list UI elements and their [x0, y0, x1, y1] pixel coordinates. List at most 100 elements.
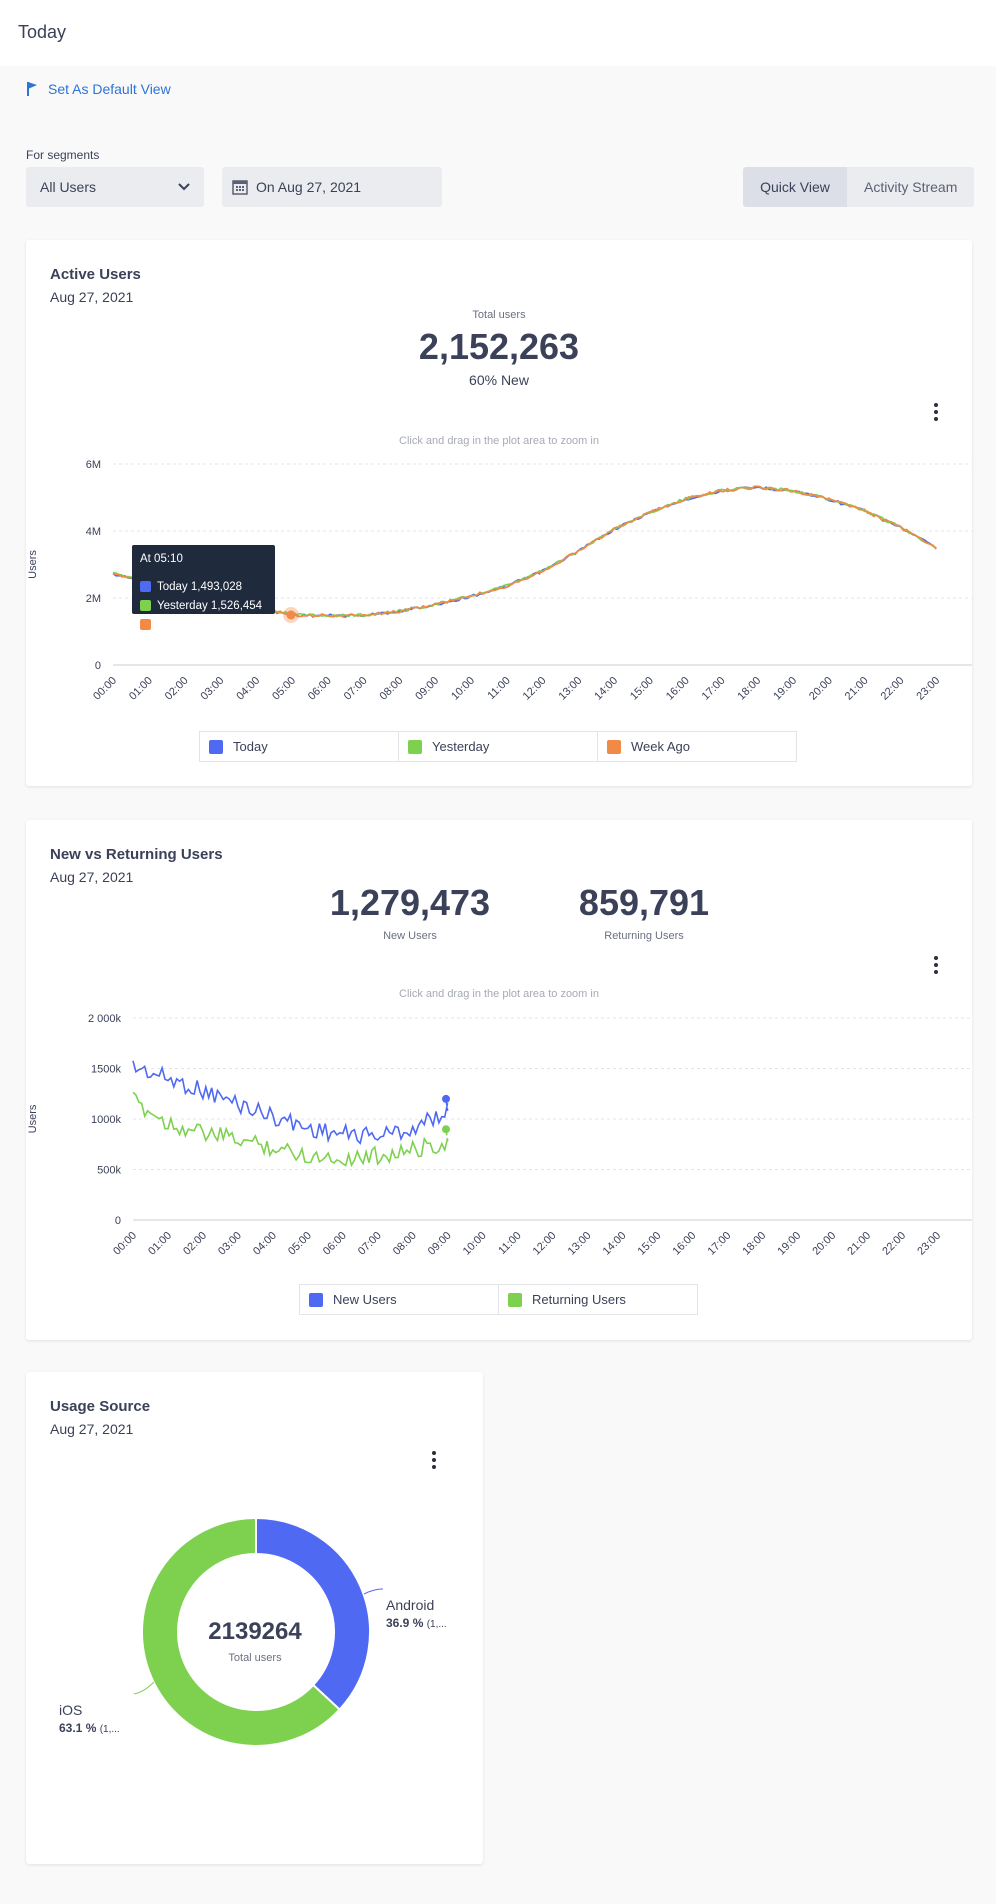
tooltip-week-ago: Week Ago 1,502,313	[157, 618, 264, 631]
zoom-hint: Click and drag in the plot area to zoom …	[399, 435, 599, 447]
y-tick-label: 500k	[97, 1165, 121, 1177]
android-label: Android	[386, 1597, 435, 1613]
usage-source-donut[interactable]	[26, 1512, 483, 1752]
y-axis-label: Users	[27, 1104, 39, 1133]
android-value: 36.9 % (1,...	[386, 1616, 447, 1630]
series-projection	[445, 1098, 449, 1112]
x-tick-label: 00:00	[111, 1230, 139, 1258]
series-end-point	[442, 1094, 450, 1103]
date-picker[interactable]: On Aug 27, 2021	[222, 167, 442, 207]
x-tick-label: 10:00	[461, 1230, 489, 1258]
tooltip-row-yesterday: Yesterday 1,526,454	[140, 596, 267, 615]
x-tick-label: 17:00	[700, 675, 728, 703]
x-tick-label: 18:00	[740, 1230, 768, 1258]
x-tick-label: 05:00	[270, 675, 298, 703]
segment-select[interactable]: All Users	[26, 167, 204, 207]
legend-today[interactable]: Today	[199, 731, 399, 762]
x-tick-label: 21:00	[843, 675, 871, 703]
android-connector	[363, 1588, 384, 1595]
ios-value: 63.1 % (1,...	[59, 1721, 120, 1735]
date-value: On Aug 27, 2021	[256, 179, 362, 195]
x-tick-label: 13:00	[566, 1230, 594, 1258]
x-tick-label: 15:00	[636, 1230, 664, 1258]
quick-view-button[interactable]: Quick View	[743, 167, 847, 207]
card-date: Aug 27, 2021	[50, 289, 134, 305]
x-tick-label: 02:00	[163, 675, 191, 703]
x-tick-label: 04:00	[234, 675, 262, 703]
calendar-icon	[232, 180, 248, 195]
card-title: Active Users	[50, 266, 141, 283]
x-tick-label: 07:00	[356, 1230, 384, 1258]
ios-label: iOS	[59, 1702, 83, 1718]
card-date: Aug 27, 2021	[50, 869, 134, 885]
x-tick-label: 22:00	[880, 1230, 908, 1258]
donut-slice-android	[255, 1516, 371, 1711]
y-tick-label: 0	[95, 660, 101, 672]
new-percent: 60% New	[469, 372, 529, 388]
tooltip-title: At 05:10	[140, 553, 183, 565]
x-tick-label: 11:00	[485, 675, 512, 702]
series-end-point	[442, 1125, 450, 1134]
legend-new-users[interactable]: New Users	[299, 1284, 499, 1315]
donut-total-label: Total users	[228, 1652, 282, 1664]
x-tick-label: 22:00	[879, 675, 907, 703]
legend-week-ago-label: Week Ago	[631, 739, 691, 754]
legend-today-label: Today	[233, 739, 268, 754]
x-tick-label: 06:00	[321, 1230, 349, 1258]
legend-yesterday[interactable]: Yesterday	[398, 731, 598, 762]
card-title: Usage Source	[50, 1398, 151, 1415]
x-tick-label: 21:00	[845, 1230, 873, 1258]
returning-users-label: Returning Users	[604, 930, 684, 942]
x-tick-label: 08:00	[391, 1230, 419, 1258]
x-tick-label: 14:00	[601, 1230, 629, 1258]
tooltip-row-today: Today 1,493,028	[140, 577, 267, 596]
more-options-icon[interactable]	[424, 1448, 444, 1472]
returning-users-value: 859,791	[578, 882, 710, 923]
legend-returning-users[interactable]: Returning Users	[498, 1284, 698, 1315]
x-tick-label: 15:00	[628, 675, 656, 703]
x-tick-label: 12:00	[521, 675, 549, 703]
activity-stream-button[interactable]: Activity Stream	[847, 167, 975, 207]
x-tick-label: 03:00	[199, 675, 227, 703]
android-pct: 36.9 %	[386, 1616, 424, 1630]
x-tick-label: 14:00	[592, 675, 620, 703]
legend-week-ago[interactable]: Week Ago	[597, 731, 797, 762]
tooltip-yesterday: Yesterday 1,526,454	[157, 599, 263, 612]
y-tick-label: 1000k	[91, 1114, 121, 1126]
x-tick-label: 12:00	[531, 1230, 559, 1258]
zoom-hint: Click and drag in the plot area to zoom …	[399, 988, 599, 1000]
set-default-view-link[interactable]: Set As Default View	[26, 81, 171, 97]
top-bar: Today	[0, 0, 996, 66]
y-tick-label: 4M	[86, 526, 101, 538]
new-vs-returning-card: New vs Returning Users Aug 27, 2021 1,27…	[26, 820, 972, 1340]
view-toggle: Quick View Activity Stream	[743, 167, 975, 207]
legend-new-users-label: New Users	[333, 1292, 397, 1307]
x-tick-label: 00:00	[91, 675, 119, 703]
active-users-chart[interactable]: 0 2M 4M 6M Users 00:00 01:00 02:00 03:00 04:00 05:…	[26, 440, 972, 710]
x-tick-label: 19:00	[775, 1230, 803, 1258]
y-axis-label: Users	[27, 550, 39, 579]
series-line-new-users	[132, 1060, 449, 1145]
total-users-label: Total users	[472, 309, 526, 321]
y-tick-label: 1500k	[91, 1064, 121, 1076]
legend-yesterday-label: Yesterday	[432, 739, 490, 754]
more-options-icon[interactable]	[926, 400, 946, 424]
set-default-view-label: Set As Default View	[48, 81, 171, 97]
x-tick-label: 23:00	[915, 1230, 943, 1258]
chevron-down-icon	[178, 183, 190, 191]
chart-tooltip: At 05:10 Today 1,493,028 Yesterday 1,526…	[132, 545, 275, 631]
x-tick-label: 01:00	[146, 1230, 174, 1258]
ios-extra: (1,...	[99, 1724, 120, 1735]
hover-marker	[286, 610, 296, 620]
new-vs-returning-chart[interactable]: 0 500k 1000k 1500k 2 000k Users 00:00 01:00 02:0…	[26, 1000, 972, 1260]
x-tick-label: 04:00	[251, 1230, 279, 1258]
more-options-icon[interactable]	[926, 953, 946, 977]
series-line-returning-users	[132, 1091, 449, 1168]
x-tick-label: 03:00	[216, 1230, 244, 1258]
page-title: Today	[18, 22, 67, 42]
new-vs-returning-legend: New Users Returning Users	[299, 1284, 698, 1315]
tooltip-today: Today 1,493,028	[157, 580, 243, 593]
x-tick-label: 13:00	[556, 675, 584, 703]
card-title: New vs Returning Users	[50, 846, 223, 863]
x-tick-label: 11:00	[496, 1230, 523, 1257]
